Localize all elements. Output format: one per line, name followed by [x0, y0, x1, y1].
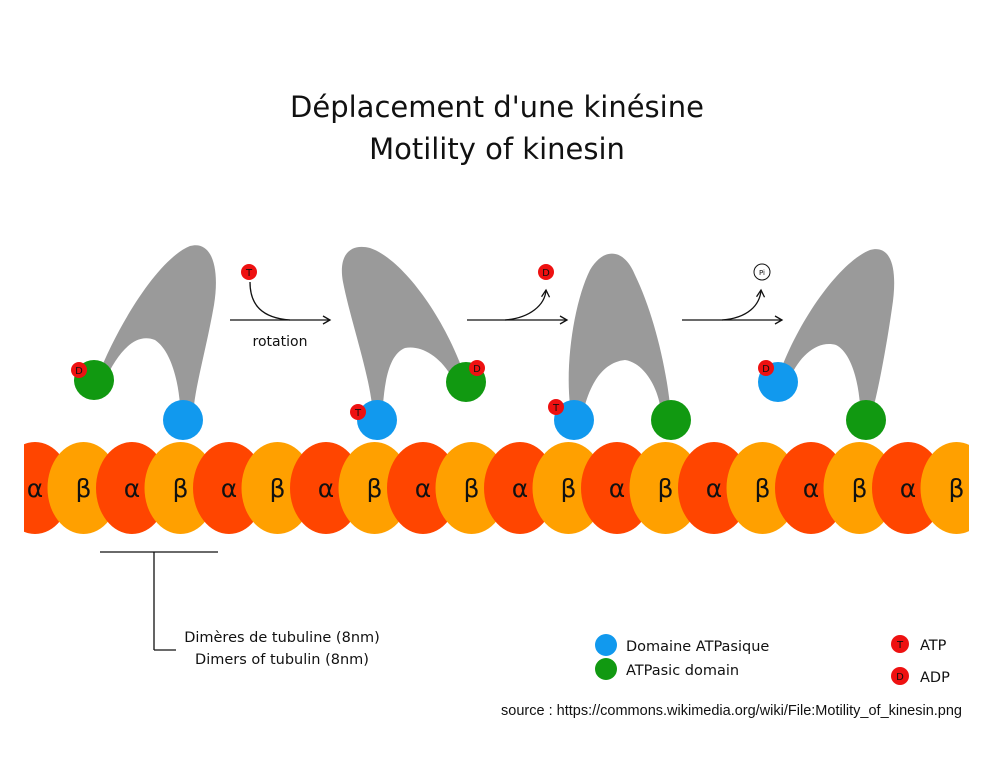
step-arrow-1: T rotation [230, 264, 332, 350]
alpha-label: α [609, 474, 625, 503]
kinesin-state-3: T [548, 253, 691, 440]
legend-blue-swatch [595, 634, 617, 656]
beta-tubulin [920, 442, 969, 534]
rotation-label: rotation [253, 334, 308, 350]
kinesin-stalk [780, 249, 895, 405]
alpha-label: α [221, 474, 237, 503]
dimer-note-line-2: Dimers of tubulin (8nm) [195, 652, 369, 668]
adp-badge [469, 360, 485, 376]
kinesin-state-1: D [71, 245, 216, 440]
kinesin-state-2: D T [341, 246, 486, 440]
beta-label: β [270, 474, 286, 503]
pi-output-badge [753, 263, 771, 281]
kinesin-state-4: D [758, 249, 895, 440]
dimer-note-line-1: Dimères de tubuline (8nm) [184, 630, 380, 646]
adp-output-badge [538, 264, 554, 280]
adp-badge-label: D [762, 364, 770, 375]
atpase-domain-green [846, 400, 886, 440]
legend-adp-symbol: D [896, 672, 904, 683]
beta-label: β [852, 474, 868, 503]
legend-atp-symbol: T [896, 640, 904, 651]
legend-green-label: ATPasic domain [626, 663, 739, 679]
dimer-bracket [100, 551, 218, 651]
atp-input-label: T [245, 268, 253, 279]
atpase-domain-green [651, 400, 691, 440]
beta-label: β [949, 474, 965, 503]
alpha-label: α [27, 474, 43, 503]
adp-badge [71, 362, 87, 378]
legend-blue-label: Domaine ATPasique [626, 639, 769, 655]
legend-atp-swatch [891, 635, 909, 653]
kinesin-stalk [568, 253, 670, 405]
beta-label: β [367, 474, 383, 503]
atp-badge [548, 399, 564, 415]
adp-badge [758, 360, 774, 376]
atpase-domain-blue [357, 400, 397, 440]
beta-label: β [561, 474, 577, 503]
beta-label: β [464, 474, 480, 503]
beta-label: β [755, 474, 771, 503]
alpha-label: α [803, 474, 819, 503]
pi-output-label: Pi [759, 269, 765, 277]
title-line-2: Motility of kinesin [369, 132, 625, 166]
adp-badge-label: D [75, 366, 83, 377]
atp-input-badge [241, 264, 257, 280]
atp-badge-label: T [552, 403, 560, 414]
legend-adp-swatch [891, 667, 909, 685]
atp-badge-label: T [354, 408, 362, 419]
atp-badge [350, 404, 366, 420]
beta-label: β [658, 474, 674, 503]
alpha-label: α [318, 474, 334, 503]
alpha-label: α [512, 474, 528, 503]
source-credit: source : https://commons.wikimedia.org/w… [501, 703, 962, 719]
legend-adp-label: ADP [920, 670, 950, 686]
alpha-label: α [415, 474, 431, 503]
alpha-label: α [900, 474, 916, 503]
beta-label: β [76, 474, 92, 503]
step-arrow-2: D [467, 264, 569, 325]
legend-green-swatch [595, 658, 617, 680]
kinesin-stalk [97, 245, 216, 405]
step-arrow-3: Pi [682, 263, 784, 325]
adp-badge-label: D [473, 364, 481, 375]
atpase-domain-blue [163, 400, 203, 440]
title-line-1: Déplacement d'une kinésine [290, 90, 704, 124]
alpha-label: α [124, 474, 140, 503]
legend-atp-label: ATP [920, 638, 947, 654]
legend-domains: Domaine ATPasique ATPasic domain [595, 634, 769, 680]
legend-nucleotides: T ATP D ADP [891, 635, 950, 686]
alpha-label: α [706, 474, 722, 503]
adp-output-label: D [542, 268, 550, 279]
kinesin-stalk [341, 246, 462, 405]
atpase-domain-blue [554, 400, 594, 440]
beta-label: β [173, 474, 189, 503]
